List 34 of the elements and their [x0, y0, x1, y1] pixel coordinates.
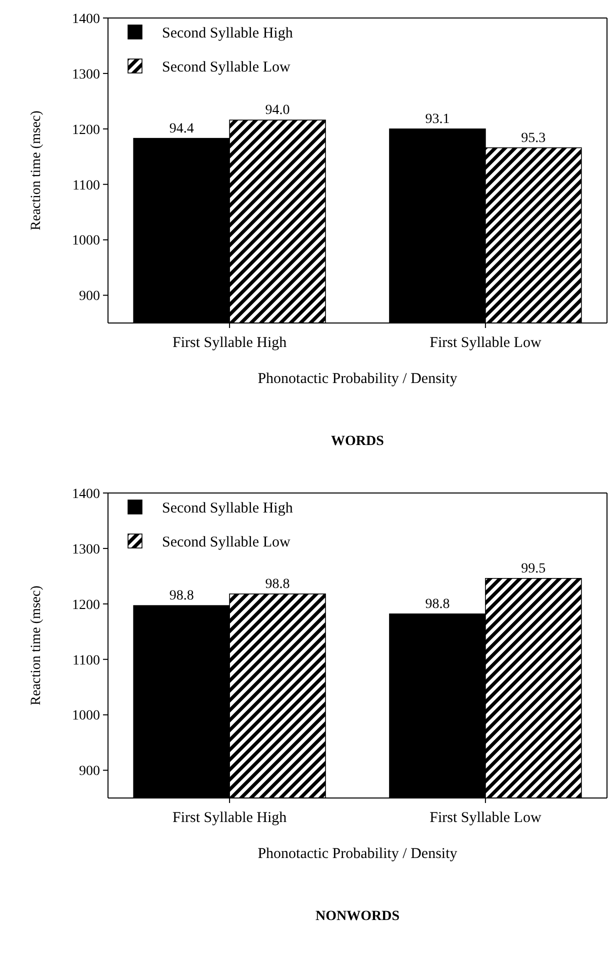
x-axis-title: Phonotactic Probability / Density [258, 371, 458, 387]
y-tick-label: 1200 [72, 598, 100, 613]
legend-label: Second Syllable High [162, 500, 294, 516]
annotation: 98.8 [169, 588, 194, 604]
text: NONWORDS [315, 909, 400, 924]
y-tick-label: 1400 [72, 486, 100, 502]
y-tick-label: 1300 [72, 67, 100, 82]
y-axis-title: Reaction time (msec) [29, 110, 44, 230]
y-tick-label: 1000 [72, 234, 100, 249]
y-tick-label: 1000 [72, 708, 100, 724]
x-tick-label: First Syllable High [172, 335, 288, 351]
y-axis-title: Reaction time (msec) [29, 585, 44, 706]
y-tick-label: 1100 [72, 178, 100, 194]
y-tick-label: 1400 [72, 12, 100, 27]
x-tick-label: First Syllable Low [430, 335, 542, 351]
annotation: 99.5 [521, 561, 546, 576]
annotation: 98.8 [265, 576, 290, 592]
y-tick-label: 900 [79, 764, 100, 780]
legend-label: Second Syllable Low [162, 534, 290, 550]
y-tick-label: 1100 [72, 653, 100, 668]
annotation: 95.3 [521, 130, 546, 146]
y-tick-label: 1300 [72, 542, 100, 558]
annotation: 94.0 [265, 103, 290, 118]
y-tick-label: 900 [79, 289, 100, 304]
annotation: 98.8 [425, 596, 450, 612]
x-tick-label: First Syllable Low [430, 810, 542, 826]
x-axis-title: Phonotactic Probability / Density [258, 846, 458, 862]
text: WORDS [331, 434, 384, 449]
legend-label: Second Syllable Low [162, 59, 290, 76]
y-tick-label: 1200 [72, 122, 100, 138]
annotation: 94.4 [169, 121, 194, 136]
x-tick-label: First Syllable High [172, 810, 288, 826]
legend-label: Second Syllable High [162, 25, 294, 42]
annotation: 93.1 [425, 112, 450, 127]
